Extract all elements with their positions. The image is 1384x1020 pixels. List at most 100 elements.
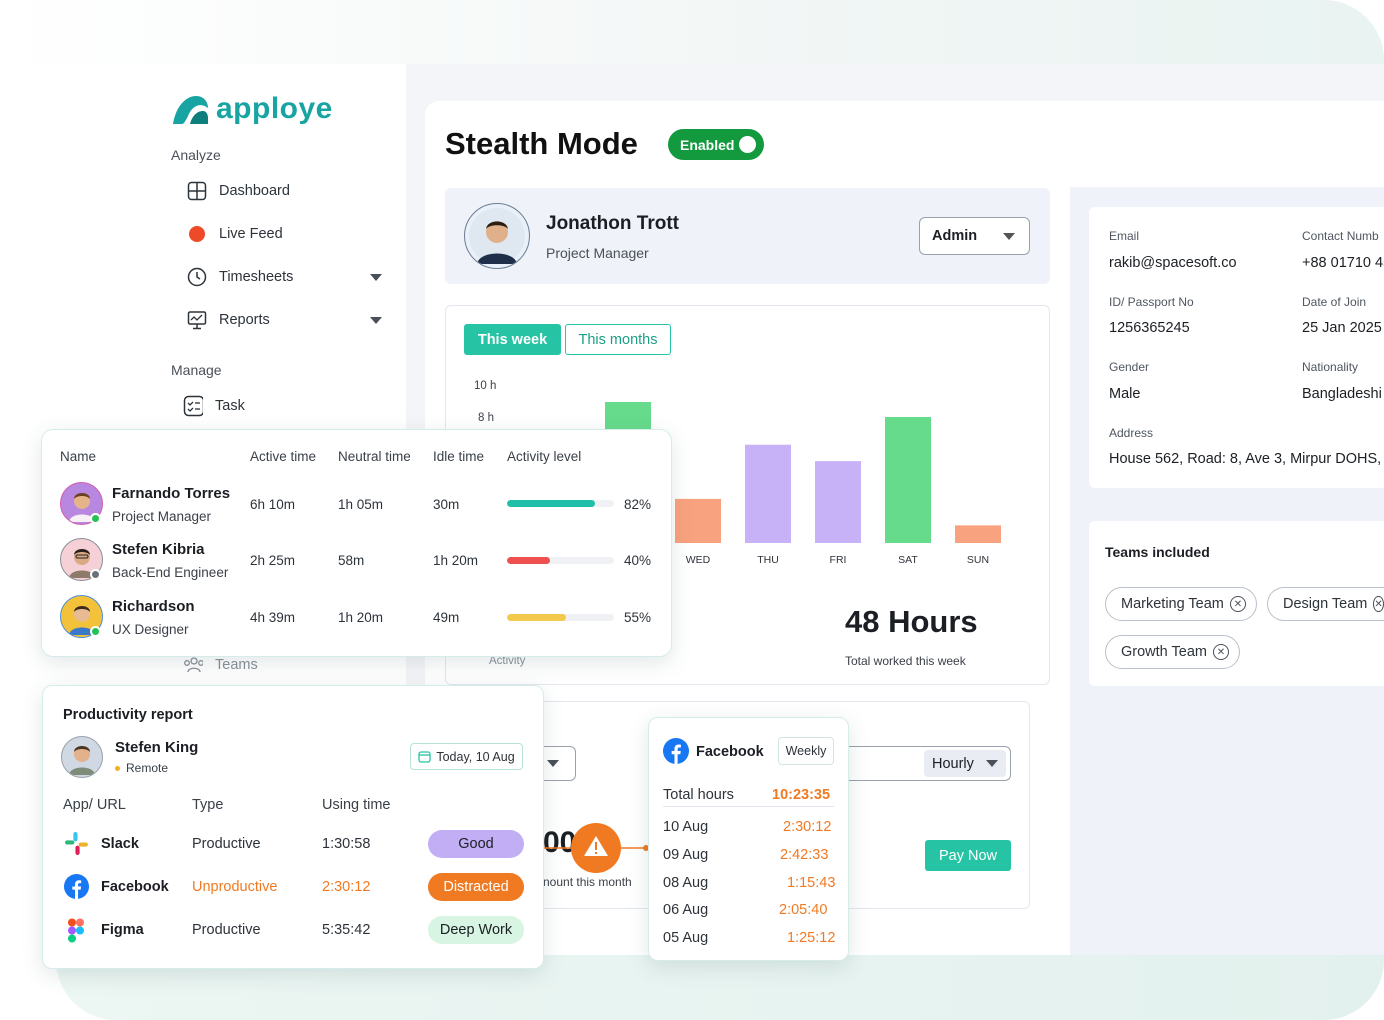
nationality-value: Bangladeshi (1302, 386, 1382, 402)
activity-level-fill (507, 557, 550, 564)
offline-status-dot (90, 569, 101, 580)
amount-value: 00 (543, 826, 577, 859)
active-time: 6h 10m (250, 497, 296, 512)
toggle-status-label: Enabled (680, 136, 735, 153)
neutral-time: 58m (338, 553, 365, 568)
team-chip-label: Growth Team (1121, 644, 1207, 660)
x-tick-label: FRI (830, 554, 847, 566)
remove-icon[interactable]: ✕ (1212, 644, 1229, 660)
col-header-app: App/ URL (63, 797, 126, 813)
email-label: Email (1109, 229, 1140, 243)
gender-value: Male (1109, 386, 1141, 402)
col-header-active: Active time (250, 449, 317, 464)
pay-now-button[interactable]: Pay Now (925, 840, 1011, 871)
amount-caption: nount this month (543, 875, 632, 889)
slack-icon (65, 832, 88, 855)
usage-date: 08 Aug (663, 875, 709, 891)
activity-level-bar (507, 500, 614, 507)
remove-icon[interactable]: ✕ (1373, 596, 1384, 612)
tab-this-months[interactable]: This months (565, 324, 671, 355)
col-header-type: Type (192, 797, 224, 813)
sidebar-item-task[interactable]: Task (183, 395, 245, 417)
rate-dropdown-value[interactable]: Hourly (924, 750, 1006, 777)
idle-time: 1h 20m (433, 553, 479, 568)
neutral-time: 1h 20m (338, 610, 384, 625)
neutral-time: 1h 05m (338, 497, 384, 512)
usage-date: 10 Aug (663, 819, 709, 835)
chart-bar-sun (955, 525, 1001, 543)
chevron-down-icon (546, 760, 559, 767)
gender-label: Gender (1109, 360, 1150, 374)
reports-icon (187, 310, 207, 330)
using-time: 2:30:12 (322, 879, 371, 895)
sidebar-item-label: Reports (219, 312, 270, 328)
col-header-level: Activity level (507, 449, 582, 464)
teams-title: Teams included (1105, 544, 1210, 560)
sidebar-item-teams[interactable]: Teams (183, 655, 258, 675)
report-user-status: Remote (115, 761, 168, 775)
using-time: 5:35:42 (322, 922, 371, 938)
active-time: 4h 39m (250, 610, 296, 625)
activity-level-fill (507, 614, 566, 621)
app-name: Slack (101, 836, 139, 852)
join-date-value: 25 Jan 2025 (1302, 320, 1382, 336)
team-chip-design[interactable]: Design Team ✕ (1267, 587, 1384, 621)
activity-axis-label: Activity (489, 655, 526, 667)
date-picker[interactable]: Today, 10 Aug (410, 743, 523, 770)
status-dot (115, 765, 120, 771)
online-status-dot (90, 626, 101, 637)
distracted-warning-icon (521, 823, 649, 873)
remove-icon[interactable]: ✕ (1229, 596, 1246, 612)
member-role: UX Designer (112, 622, 189, 637)
contact-label: Contact Numb (1302, 229, 1379, 243)
join-date-label: Date of Join (1302, 295, 1367, 309)
app-name: Figma (101, 922, 144, 938)
analyze-section-title: Analyze (171, 147, 221, 163)
avatar (60, 482, 103, 525)
team-chip-marketing[interactable]: Marketing Team ✕ (1105, 587, 1257, 621)
user-face-icon (68, 548, 95, 578)
activity-level-value: 82% (624, 497, 652, 512)
app-type: Productive (192, 836, 261, 852)
chart-bar-fri (815, 461, 861, 543)
avatar (464, 203, 530, 269)
reports-chevron-down-icon[interactable] (370, 317, 382, 324)
date-picker-value: Today, 10 Aug (436, 749, 515, 764)
app-type: Productive (192, 922, 261, 938)
idle-time: 30m (433, 497, 460, 512)
total-hours-caption: Total worked this week (845, 654, 966, 668)
col-header-idle: Idle time (433, 449, 485, 464)
col-header-time: Using time (322, 797, 391, 813)
sidebar-item-dashboard[interactable]: Dashboard (187, 181, 290, 201)
status-label: Remote (126, 761, 169, 775)
sidebar-item-label: Live Feed (219, 226, 283, 242)
period-selector[interactable]: Weekly (778, 737, 834, 765)
avatar (61, 736, 103, 778)
team-chip-label: Marketing Team (1121, 596, 1224, 612)
usage-date: 09 Aug (663, 847, 709, 863)
sidebar-item-live-feed[interactable]: Live Feed (187, 224, 283, 244)
tab-this-week[interactable]: This week (464, 324, 561, 355)
team-chip-label: Design Team (1283, 596, 1368, 612)
member-role: Back-End Engineer (112, 565, 229, 580)
app-type: Unproductive (192, 879, 278, 895)
timesheets-chevron-down-icon[interactable] (370, 274, 382, 281)
member-role: Project Manager (112, 509, 212, 524)
contact-value: +88 01710 45 (1302, 255, 1384, 271)
stealth-mode-toggle[interactable]: Enabled (668, 129, 764, 160)
total-hours-value: 48 Hours (845, 604, 978, 639)
usage-time: 2:30:12 (783, 819, 832, 835)
id-label: ID/ Passport No (1109, 295, 1194, 309)
facebook-icon (663, 738, 689, 764)
sidebar-item-reports[interactable]: Reports (187, 310, 270, 330)
member-name: Farnando Torres (112, 485, 231, 502)
activity-level-value: 40% (624, 553, 652, 568)
total-hours-label: Total hours (663, 787, 734, 803)
role-dropdown[interactable]: Admin (919, 217, 1030, 255)
usage-time: 2:42:33 (780, 847, 829, 863)
sidebar-item-timesheets[interactable]: Timesheets (187, 267, 293, 287)
team-chip-growth[interactable]: Growth Team ✕ (1105, 635, 1240, 669)
usage-time: 2:05:40 (779, 902, 828, 918)
app-logo[interactable]: apploye (170, 92, 333, 126)
facebook-icon (64, 874, 89, 899)
